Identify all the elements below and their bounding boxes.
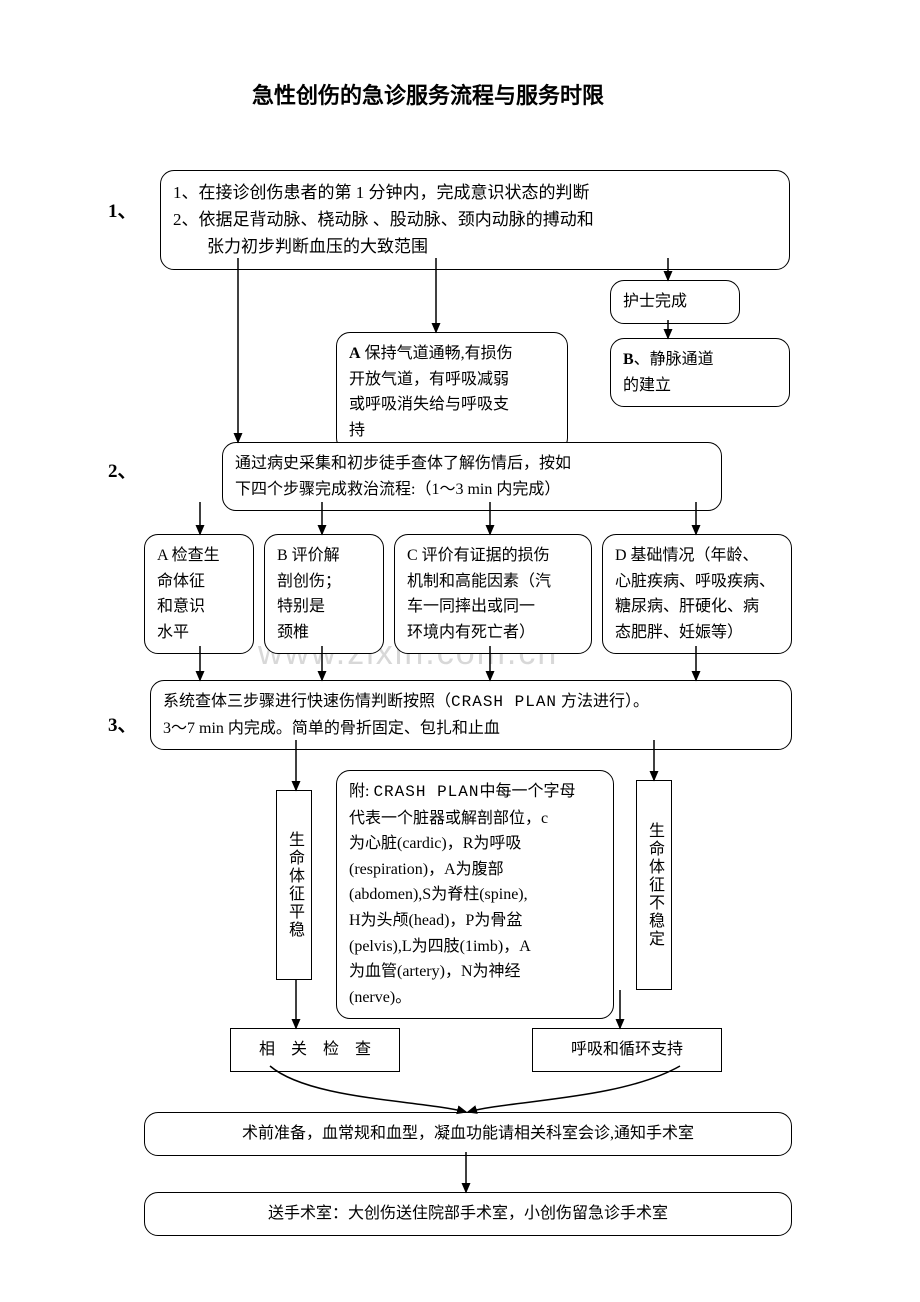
label-vitals-unstable: 生命体征不稳定 (636, 780, 672, 990)
step-label-2: 2、 (108, 456, 137, 483)
node-crashplan-legend: 附: CRASH PLAN中每一个字母代表一个脏器或解剖部位，c为心脏(card… (336, 770, 614, 1019)
flowchart-page: 急性创伤的急诊服务流程与服务时限 www.zixin.com.cn 1、 2、 … (0, 0, 920, 1302)
node-anatomy: B 评价解剖创伤；特别是颈椎 (264, 534, 384, 654)
node-step1-assess: 1、在接诊创伤患者的第 1 分钟内，完成意识状态的判断2、依据足背动脉、桡动脉 … (160, 170, 790, 270)
node-to-or: 送手术室：大创伤送住院部手术室，小创伤留急诊手术室 (144, 1192, 792, 1236)
label-vitals-stable: 生命体征平稳 (276, 790, 312, 980)
node-airway: A 保持气道通畅,有损伤开放气道，有呼吸减弱或呼吸消失给与呼吸支持 (336, 332, 568, 452)
page-title: 急性创伤的急诊服务流程与服务时限 (252, 78, 604, 110)
node-preop: 术前准备，血常规和血型，凝血功能请相关科室会诊,通知手术室 (144, 1112, 792, 1156)
node-mechanism: C 评价有证据的损伤机制和高能因素（汽车一同摔出或同一环境内有死亡者） (394, 534, 592, 654)
step-label-1: 1、 (108, 196, 137, 223)
step-label-3: 3、 (108, 710, 137, 737)
node-check-vitals: A 检查生命体征和意识水平 (144, 534, 254, 654)
node-step3-crashplan: 系统查体三步骤进行快速伤情判断按照（CRASH PLAN 方法进行）。3～7 m… (150, 680, 792, 750)
node-iv-access: B、静脉通道的建立 (610, 338, 790, 407)
node-step2-hx: 通过病史采集和初步徒手查体了解伤情后，按如下四个步骤完成救治流程:（1～3 mi… (222, 442, 722, 511)
node-resp-circ-support: 呼吸和循环支持 (532, 1028, 722, 1072)
node-nurse-done: 护士完成 (610, 280, 740, 324)
node-related-exam: 相 关 检 查 (230, 1028, 400, 1072)
node-baseline: D 基础情况（年龄、心脏疾病、呼吸疾病、糖尿病、肝硬化、病态肥胖、妊娠等） (602, 534, 792, 654)
